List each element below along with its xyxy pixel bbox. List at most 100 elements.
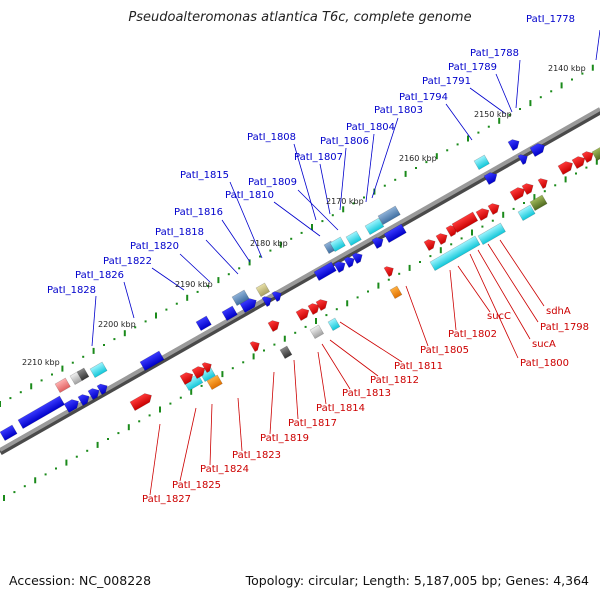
forward-gene-feature xyxy=(139,350,165,372)
forward-gene-feature-body xyxy=(383,223,407,244)
forward-gene-feature xyxy=(377,205,401,226)
reverse-gene-feature xyxy=(529,194,548,212)
outer-tick-mark xyxy=(581,72,584,75)
outer-tick-mark xyxy=(311,224,313,230)
reverse-gene-feature-body xyxy=(591,146,600,162)
reverse-gene-feature xyxy=(429,235,481,272)
forward-gene-feature-body xyxy=(364,217,385,236)
inner-tick-mark xyxy=(75,455,78,458)
outer-tick-mark xyxy=(383,184,386,187)
forward-gene-feature-body xyxy=(0,424,18,442)
outer-tick-mark xyxy=(279,241,282,248)
reverse-gene-feature xyxy=(389,285,403,300)
inner-tick-mark xyxy=(471,229,473,236)
forward-label-leader xyxy=(495,73,513,113)
inner-tick-mark xyxy=(387,278,390,281)
outer-tick-mark xyxy=(144,320,147,323)
inner-tick-mark xyxy=(398,272,401,275)
forward-gene-feature xyxy=(17,395,65,430)
forward-gene-feature xyxy=(89,361,108,379)
reverse-label-leader xyxy=(293,359,299,420)
reverse-label-leader xyxy=(269,371,275,435)
forward-gene-feature-body xyxy=(329,236,346,253)
reverse-label-leader xyxy=(469,253,519,359)
reverse-gene-feature xyxy=(129,393,152,412)
forward-gene-feature-body xyxy=(261,296,272,308)
reverse-gene-feature xyxy=(581,151,594,164)
outer-tick-mark xyxy=(217,277,220,284)
inner-tick-mark xyxy=(179,396,182,399)
forward-gene-feature-body xyxy=(313,261,337,282)
inner-tick-mark xyxy=(273,343,276,346)
reverse-gene-feature-body xyxy=(201,362,212,374)
reverse-gene-label: PatI_1813 xyxy=(342,388,391,399)
forward-label-leader xyxy=(365,133,375,203)
outer-tick-mark xyxy=(238,267,241,270)
reverse-label-leader xyxy=(405,285,429,347)
inner-tick-mark xyxy=(439,247,442,254)
reverse-gene-label: sdhA xyxy=(546,306,571,317)
outer-tick-mark xyxy=(498,117,501,124)
reverse-label-leader xyxy=(477,249,531,340)
inner-tick-mark xyxy=(564,176,567,183)
reverse-gene-feature xyxy=(571,156,586,170)
outer-tick-mark xyxy=(248,259,251,266)
forward-gene-feature-body xyxy=(17,395,65,430)
forward-gene-feature-body xyxy=(343,256,355,269)
reverse-gene-feature-body xyxy=(389,285,403,300)
forward-label-leader xyxy=(371,117,399,199)
reverse-gene-feature-body xyxy=(249,341,260,353)
outer-tick-mark xyxy=(352,202,355,205)
inner-tick-mark xyxy=(127,424,130,431)
reverse-gene-label: PatI_1798 xyxy=(540,322,589,333)
reverse-gene-feature-body xyxy=(435,233,448,246)
inner-tick-mark xyxy=(159,406,161,413)
reverse-gene-feature-body xyxy=(267,320,280,333)
inner-tick-mark xyxy=(242,361,245,364)
reverse-gene-feature xyxy=(591,146,600,162)
outer-tick-mark xyxy=(290,237,293,240)
forward-label-leader xyxy=(205,239,239,275)
kbp-scale-label: 2200 kbp xyxy=(98,320,136,329)
backbone-line xyxy=(0,107,600,452)
reverse-gene-feature-body xyxy=(475,208,490,222)
outer-tick-mark xyxy=(300,231,303,234)
outer-tick-mark xyxy=(571,78,573,81)
reverse-gene-feature-body xyxy=(487,203,500,216)
inner-tick-mark xyxy=(148,414,151,417)
reverse-gene-feature-body xyxy=(309,324,325,340)
forward-gene-feature-body xyxy=(507,139,520,152)
forward-label-leader xyxy=(221,219,251,263)
reverse-gene-feature-body xyxy=(529,194,548,212)
forward-gene-feature xyxy=(239,298,257,314)
forward-gene-feature xyxy=(383,223,407,244)
outer-tick-mark xyxy=(456,143,459,146)
forward-gene-feature xyxy=(473,154,490,171)
reverse-label-leader xyxy=(449,269,457,331)
outer-tick-mark xyxy=(134,326,137,329)
reverse-gene-feature xyxy=(557,161,573,176)
inner-tick-mark xyxy=(138,420,141,423)
outer-tick-mark xyxy=(487,125,490,128)
forward-gene-feature-body xyxy=(96,383,108,396)
forward-gene-label: PatI_1807 xyxy=(294,152,343,163)
outer-tick-mark xyxy=(477,131,480,134)
inner-tick-mark xyxy=(523,202,525,204)
outer-tick-mark xyxy=(591,64,594,71)
reverse-gene-feature-body xyxy=(557,161,573,176)
outer-tick-mark xyxy=(196,290,199,293)
forward-gene-feature xyxy=(221,305,238,322)
outer-tick-mark xyxy=(40,379,43,382)
forward-gene-feature xyxy=(343,256,355,269)
forward-gene-label: PatI_1822 xyxy=(103,256,152,267)
reverse-gene-feature xyxy=(477,222,506,246)
forward-gene-feature xyxy=(507,139,520,152)
inner-tick-mark xyxy=(221,371,224,378)
reverse-gene-feature-body xyxy=(383,266,394,278)
gene-features xyxy=(0,139,600,442)
reverse-gene-feature-body xyxy=(295,308,310,322)
inner-tick-mark xyxy=(294,331,297,334)
reverse-gene-feature-body xyxy=(206,374,223,391)
outer-tick-mark xyxy=(0,401,1,407)
